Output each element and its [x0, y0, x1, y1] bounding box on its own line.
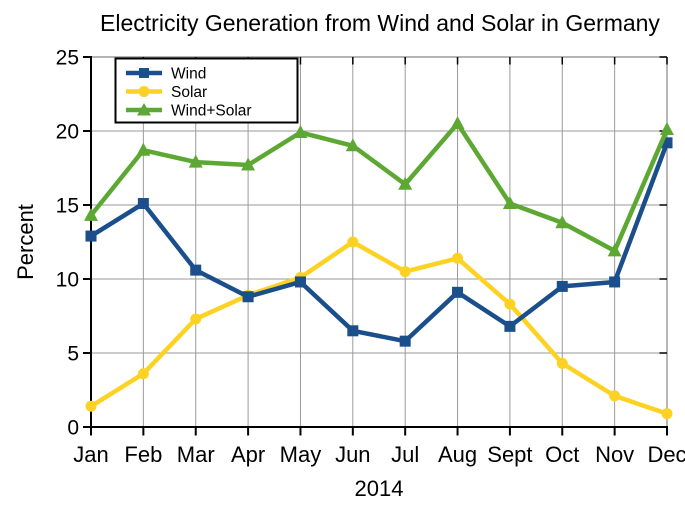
wind-solar-triangle-marker: [84, 207, 98, 221]
solar-circle-marker-icon: [138, 86, 150, 97]
wind-solar-line: [88, 121, 670, 254]
wind-square-marker: [399, 335, 411, 347]
x-axis-title: 2014: [355, 476, 404, 501]
data-series: [84, 116, 674, 420]
solar-circle-marker: [347, 236, 359, 248]
wind-solar-triangle-marker-icon: [137, 103, 151, 116]
wind-square-marker: [294, 276, 306, 288]
y-tick-label: 0: [67, 417, 79, 440]
x-tick-label: Jun: [335, 442, 370, 467]
y-tick-label: 25: [56, 47, 79, 70]
x-tick-label: Jul: [391, 442, 419, 467]
wind-square-marker: [556, 280, 568, 292]
series-wind-solar: [84, 116, 674, 257]
wind-solar-triangle-marker: [555, 215, 570, 229]
wind-solar-triangle-marker: [188, 154, 203, 168]
wind-solar-triangle-marker: [293, 124, 308, 138]
x-tick-label: Jan: [73, 442, 108, 467]
y-axis-title: Percent: [13, 204, 38, 280]
wind-line: [88, 140, 670, 344]
legend-label-wind-solar: Wind+Solar: [171, 103, 252, 120]
x-tick-label: Oct: [545, 442, 579, 467]
solar-circle-marker: [137, 368, 149, 380]
x-tick-label: Mar: [177, 442, 215, 467]
wind-square-marker: [242, 291, 254, 303]
wind-solar-triangle-marker: [607, 243, 622, 257]
chart-title: Electricity Generation from Wind and Sol…: [100, 10, 660, 36]
solar-circle-marker: [399, 266, 411, 278]
legend-label-solar: Solar: [171, 84, 207, 101]
y-tick-label: 15: [56, 195, 79, 218]
wind-square-marker: [137, 198, 149, 210]
x-tick-label: Feb: [124, 442, 162, 467]
legend-entry-wind: Wind: [126, 66, 206, 83]
solar-circle-marker: [452, 252, 464, 264]
series-solar: [85, 236, 673, 420]
wind-square-marker: [661, 137, 673, 149]
wind-square-marker: [347, 325, 359, 337]
wind-square-marker: [609, 276, 621, 288]
solar-circle-marker: [190, 313, 202, 325]
solar-circle-marker: [504, 298, 516, 310]
x-tick-labels: Jan Feb Mar Apr May Jun Jul Aug Sept Oct Nov Dec: [73, 442, 685, 467]
solar-circle-marker: [85, 400, 97, 412]
solar-line: [88, 239, 670, 416]
legend-entry-wind-solar: Wind+Solar: [126, 103, 252, 120]
x-tick-label: May: [280, 442, 322, 467]
x-tick-label: Nov: [595, 442, 634, 467]
legend-label-wind: Wind: [171, 66, 206, 83]
wind-square-marker: [85, 230, 97, 242]
wind-solar-triangle-marker: [502, 196, 517, 210]
wind-solar-triangle-marker: [241, 157, 256, 171]
x-tick-label: Sept: [487, 442, 532, 467]
wind-solar-triangle-marker: [660, 122, 674, 136]
x-tick-label: Apr: [231, 442, 265, 467]
y-tick-labels: 0 5 10 15 20 25: [56, 47, 79, 440]
legend: Wind Solar Wind+Solar: [114, 57, 299, 124]
y-tick-label: 5: [67, 343, 79, 366]
y-tick-label: 10: [56, 269, 79, 292]
series-wind: [85, 137, 673, 347]
solar-circle-marker: [661, 408, 673, 420]
wind-square-marker: [190, 264, 202, 276]
wind-solar-triangle-marker: [398, 176, 413, 190]
wind-square-marker: [504, 320, 516, 332]
x-tick-label: Dec: [647, 442, 685, 467]
wind-solar-triangle-marker: [345, 138, 360, 152]
wind-solar-triangle-marker: [136, 142, 151, 156]
wind-square-marker: [452, 286, 464, 298]
legend-entry-solar: Solar: [126, 84, 207, 101]
wind-square-marker-icon: [139, 68, 149, 78]
y-tick-label: 20: [56, 121, 79, 144]
solar-circle-marker: [556, 357, 568, 369]
wind-solar-triangle-marker: [450, 116, 465, 130]
x-tick-label: Aug: [438, 442, 477, 467]
solar-circle-marker: [609, 390, 621, 402]
